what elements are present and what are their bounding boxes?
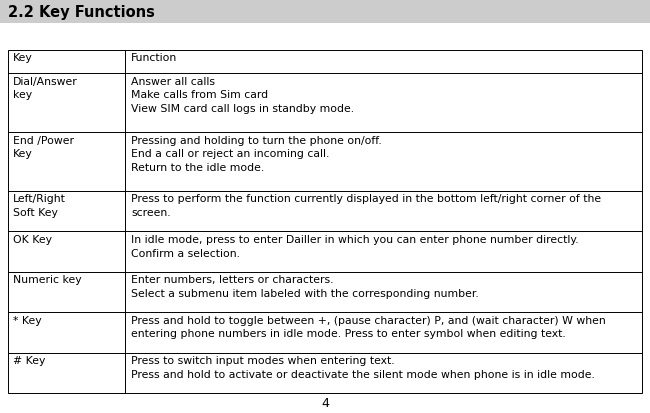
Bar: [0, 0, 650, 24]
Text: Pressing and holding to turn the phone on/off.
End a call or reject an incoming : Pressing and holding to turn the phone o…: [131, 135, 382, 173]
Text: Press to switch input modes when entering text.
Press and hold to activate or de: Press to switch input modes when enterin…: [131, 355, 595, 379]
Text: In idle mode, press to enter Dailler in which you can enter phone number directl: In idle mode, press to enter Dailler in …: [131, 234, 579, 258]
Text: Numeric key: Numeric key: [13, 275, 82, 285]
Text: * Key: * Key: [13, 315, 42, 325]
Text: Left/Right
Soft Key: Left/Right Soft Key: [13, 194, 66, 218]
Text: Press to perform the function currently displayed in the bottom left/right corne: Press to perform the function currently …: [131, 194, 601, 218]
Text: Answer all calls
Make calls from Sim card
View SIM card call logs in standby mod: Answer all calls Make calls from Sim car…: [131, 77, 354, 114]
Text: Enter numbers, letters or characters.
Select a submenu item labeled with the cor: Enter numbers, letters or characters. Se…: [131, 275, 479, 298]
Text: 2.2 Key Functions: 2.2 Key Functions: [8, 5, 155, 19]
Text: Dial/Answer
key: Dial/Answer key: [13, 77, 78, 100]
Text: Key: Key: [13, 53, 32, 63]
Text: OK Key: OK Key: [13, 234, 52, 244]
Text: Press and hold to toggle between +, (pause character) P, and (wait character) W : Press and hold to toggle between +, (pau…: [131, 315, 606, 339]
Bar: [8, 50, 642, 393]
Text: End /Power
Key: End /Power Key: [13, 135, 74, 159]
Text: # Key: # Key: [13, 355, 46, 366]
Text: Function: Function: [131, 53, 177, 63]
Text: 4: 4: [321, 396, 329, 409]
